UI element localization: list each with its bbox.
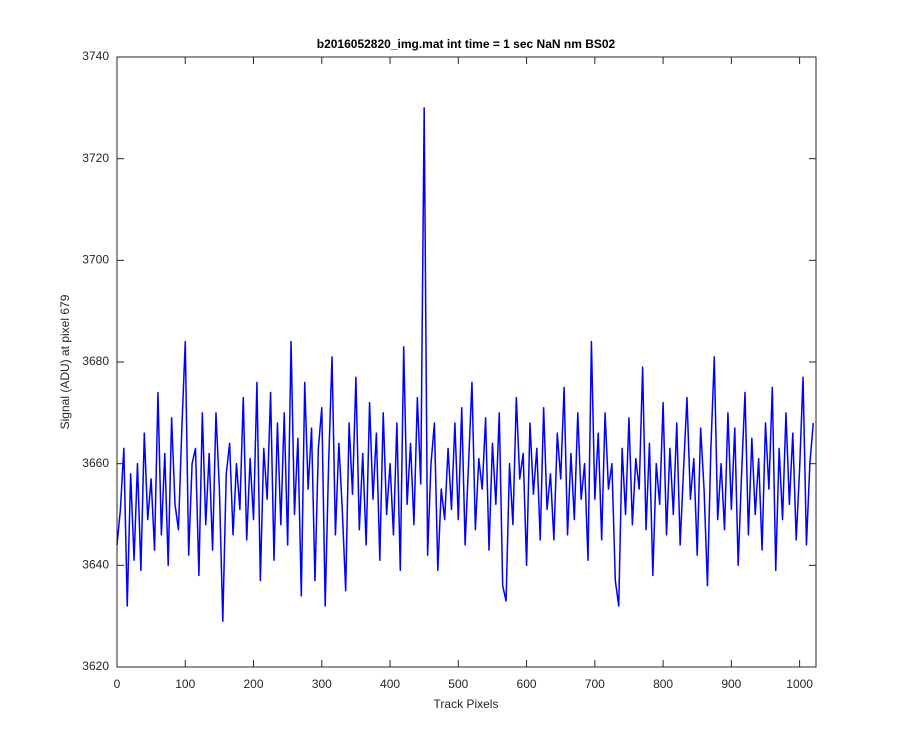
x-tick-label: 600 (517, 677, 537, 691)
y-tick-label: 3640 (82, 558, 109, 572)
x-tick-label: 200 (244, 677, 264, 691)
x-tick-label: 700 (585, 677, 605, 691)
x-tick-label: 100 (175, 677, 195, 691)
x-tick-label: 0 (114, 677, 121, 691)
y-axis-label: Signal (ADU) at pixel 679 (58, 294, 72, 429)
y-tick-label: 3620 (82, 659, 109, 673)
data-line (116, 107, 815, 622)
chart-title: b2016052820_img.mat int time = 1 sec NaN… (317, 37, 616, 51)
x-tick-label: 500 (448, 677, 468, 691)
y-tick-label: 3700 (82, 253, 109, 267)
x-tick-label: 800 (653, 677, 673, 691)
y-tick-label: 3660 (82, 456, 109, 470)
y-tick-label: 3720 (82, 151, 109, 165)
plot-frame (116, 56, 817, 668)
x-tick-label: 1000 (786, 677, 813, 691)
x-tick-label: 400 (380, 677, 400, 691)
y-tick-label: 3740 (82, 49, 109, 63)
x-axis-label: Track Pixels (434, 697, 499, 711)
x-tick-label: 300 (312, 677, 332, 691)
x-tick-label: 900 (721, 677, 741, 691)
y-tick-label: 3680 (82, 354, 109, 368)
